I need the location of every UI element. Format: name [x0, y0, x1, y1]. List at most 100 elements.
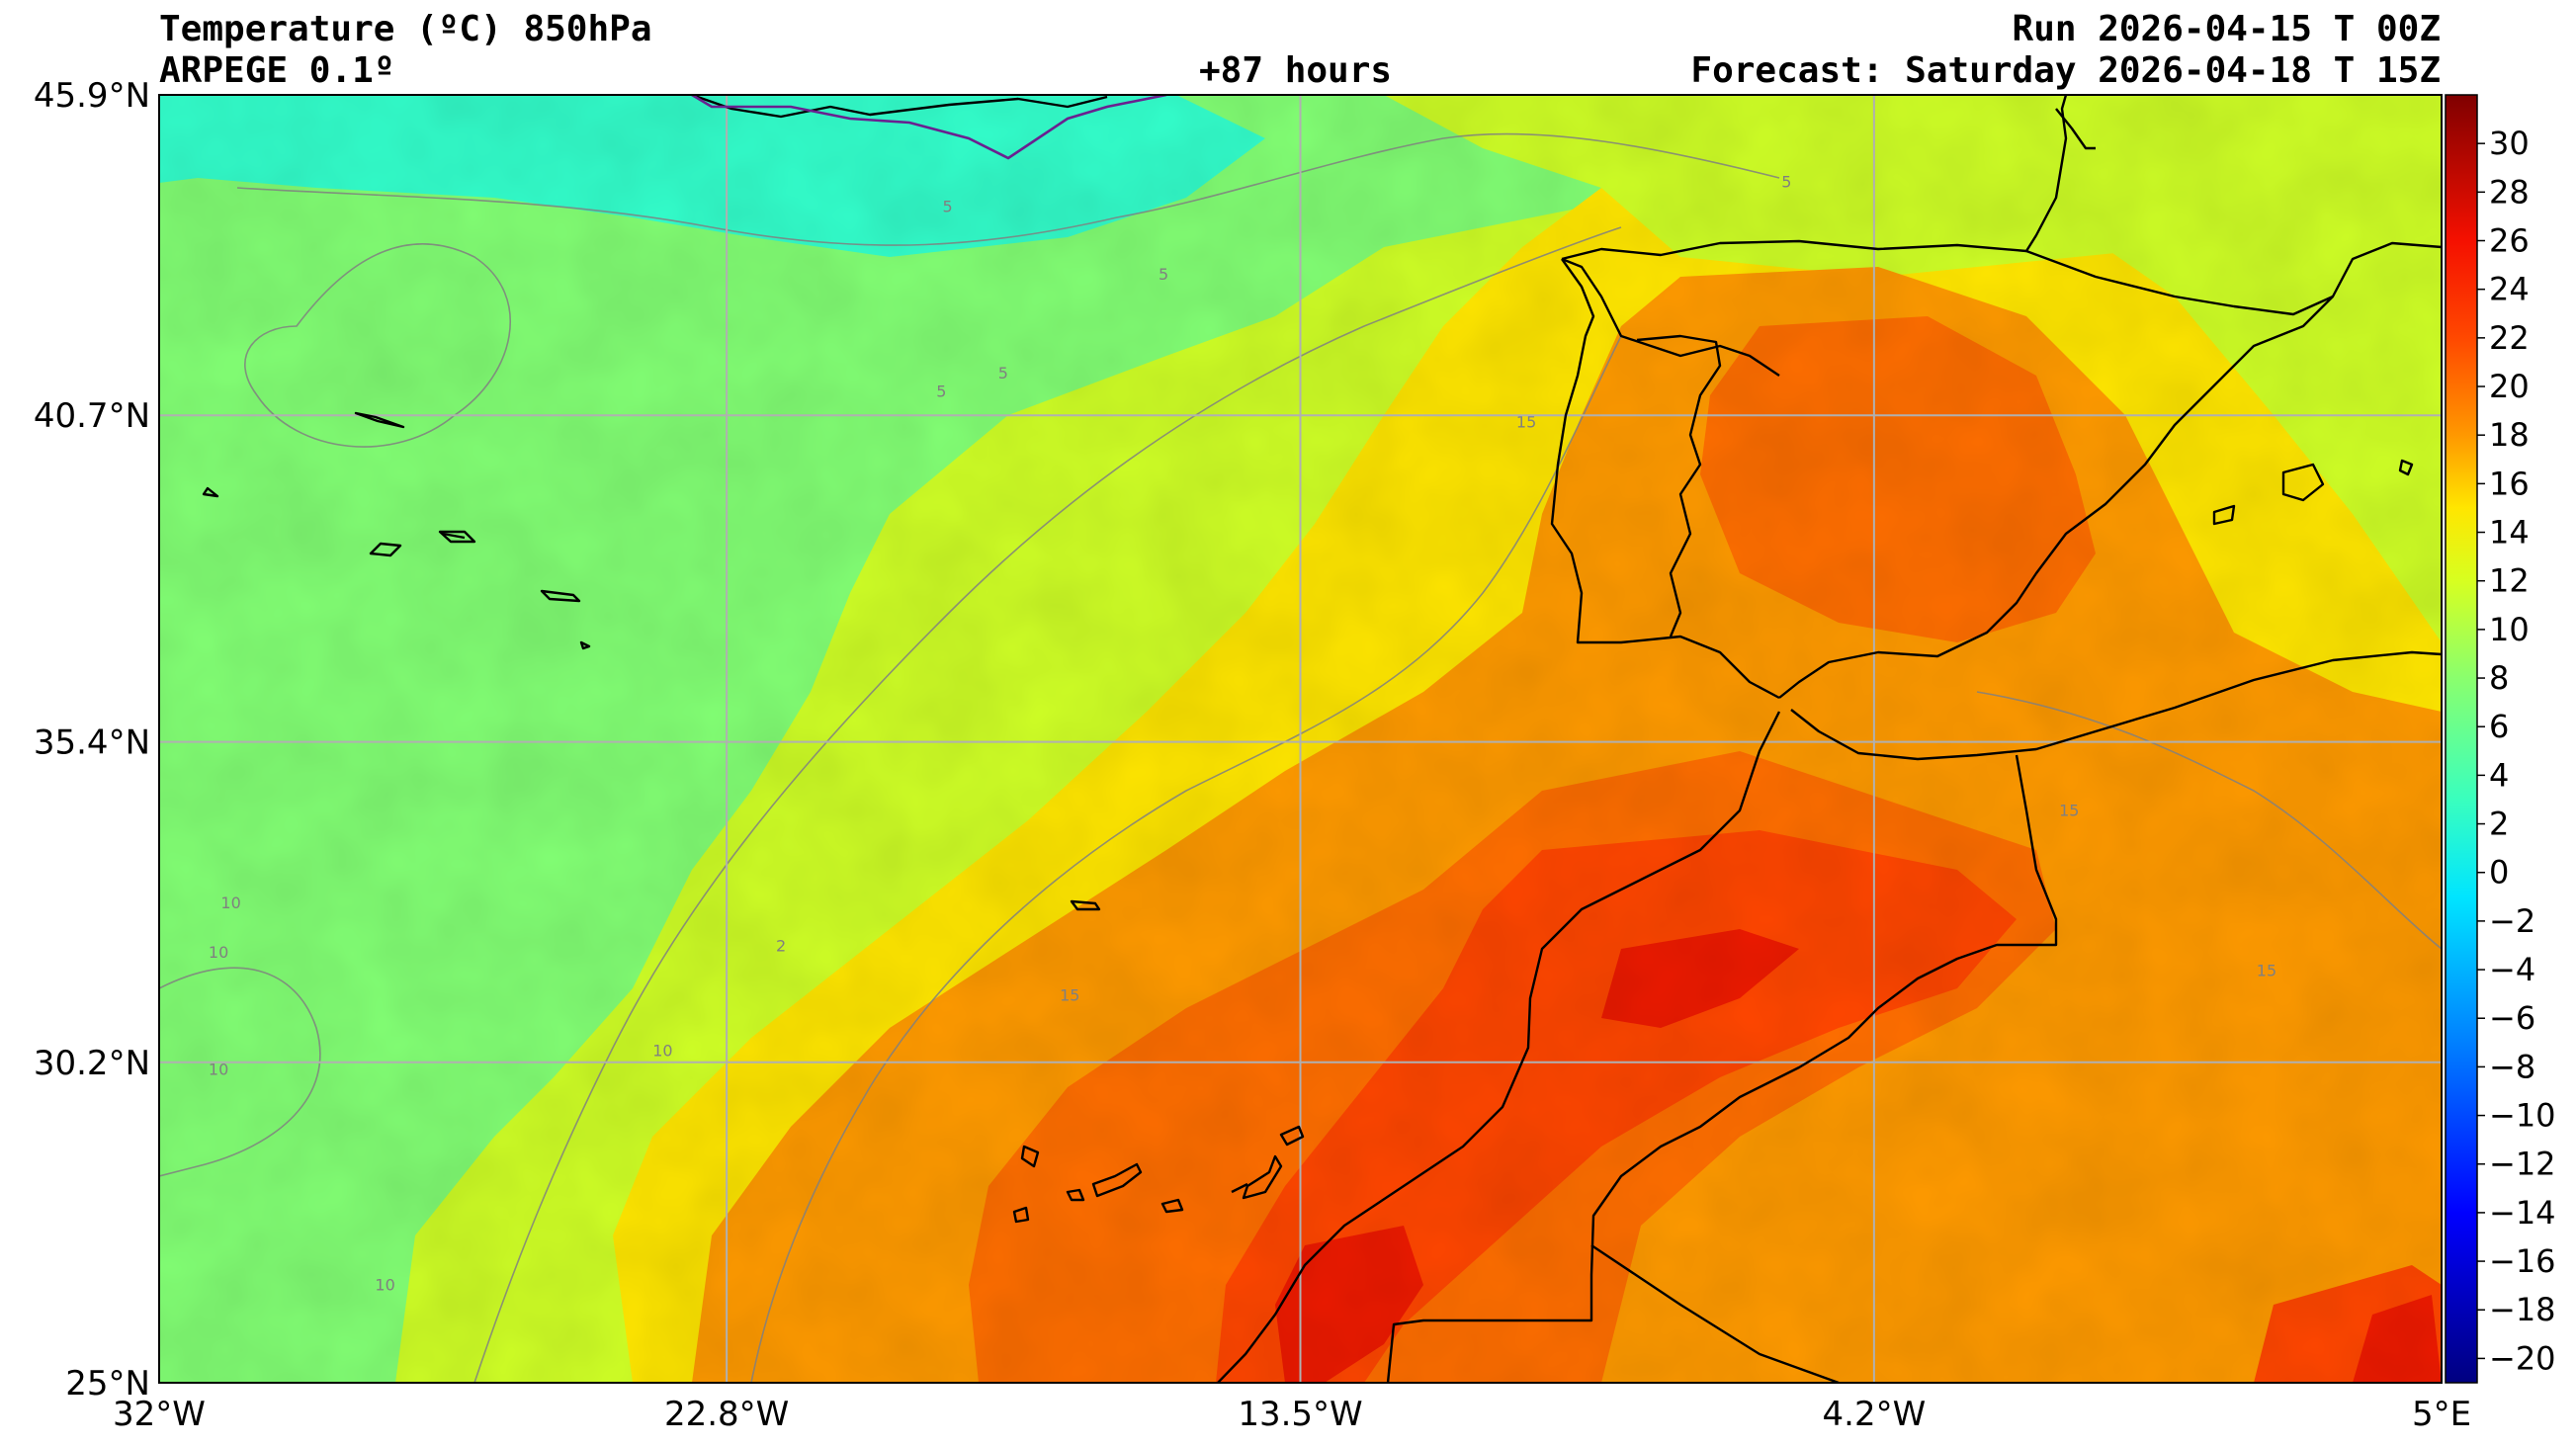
- lat-tick-label-4: 25°N: [65, 1364, 150, 1403]
- coast-canary-1: [1020, 1145, 1040, 1168]
- contour-label-11: 15: [2059, 801, 2079, 819]
- colorbar-tick-label-18: −6: [2489, 999, 2535, 1037]
- coast-zero-contour-purple: [691, 95, 1167, 160]
- coast-canary-8: [1231, 1182, 1248, 1194]
- lon-tick-label-1: 22.8°W: [664, 1395, 789, 1434]
- coast-balearic-mallorca: [2212, 504, 2236, 526]
- colorbar-tick-label-9: 12: [2489, 562, 2530, 600]
- lat-tick-label-0: 45.9°N: [34, 76, 150, 116]
- coastlines: [202, 95, 2442, 1383]
- coast-corsica: [2398, 459, 2414, 476]
- contour-10-sw: [159, 967, 321, 1177]
- colorbar-tick-label-1: 28: [2489, 173, 2530, 211]
- coast-canary-6: [1279, 1125, 1305, 1147]
- contour-5: [236, 132, 1780, 246]
- coast-azores-1: [354, 411, 405, 429]
- colorbar-tick-label-2: 26: [2489, 222, 2530, 260]
- coast-azores-6: [540, 589, 581, 603]
- colorbar-ticks: 302826242220181614121086420−2−4−6−8−10−1…: [2477, 125, 2556, 1377]
- coast-azores-5: [369, 542, 402, 557]
- contour-label-12: 15: [2257, 962, 2276, 980]
- latitude-tick-labels: 45.9°N 40.7°N 35.4°N 30.2°N 25°N: [34, 76, 150, 1403]
- contour-label-6: 10: [209, 943, 228, 962]
- coast-morocco-atlantic: [1217, 711, 1781, 1383]
- coast-canary-7: [1012, 1206, 1030, 1224]
- colorbar: 302826242220181614121086420−2−4−6−8−10−1…: [2445, 94, 2556, 1384]
- contour-label-8: 10: [652, 1042, 672, 1061]
- title-model: ARPEGE 0.1º: [159, 50, 395, 91]
- temperature-field: 5 5 5 5 5 10 10 10 10 10 15 15 15 15 2: [159, 95, 2442, 1383]
- contour-15: [750, 335, 1622, 1383]
- colorbar-tick-label-8: 14: [2489, 514, 2530, 552]
- border-algeria-morocco: [1386, 754, 2058, 1383]
- lat-tick-label-1: 40.7°N: [34, 396, 150, 436]
- colorbar-tick-label-21: −12: [2489, 1146, 2556, 1183]
- coast-canary-5: [1242, 1154, 1283, 1200]
- coast-iberia-south-east: [1778, 296, 2334, 699]
- title-variable: Temperature (ºC) 850hPa: [159, 9, 652, 49]
- colorbar-tick-label-17: −4: [2489, 951, 2535, 988]
- colorbar-tick-label-14: 2: [2489, 806, 2509, 843]
- colorbar-tick-label-22: −14: [2489, 1194, 2556, 1232]
- colorbar-tick-label-0: 30: [2489, 125, 2530, 162]
- coast-north-africa: [1790, 650, 2442, 761]
- colorbar-bar: [2445, 94, 2478, 1384]
- coast-madeira: [1070, 899, 1101, 911]
- coast-azores-2: [438, 530, 476, 544]
- contour-label-10: 15: [1060, 985, 1079, 1004]
- contour-label-4: 5: [1781, 173, 1791, 192]
- contour-label-0: 5: [943, 197, 953, 215]
- colorbar-tick-label-24: −18: [2489, 1291, 2556, 1328]
- colorbar-tick-label-6: 18: [2489, 416, 2530, 454]
- title-run: Run 2026-04-15 T 00Z: [2012, 9, 2441, 49]
- colorbar-tick-label-23: −16: [2489, 1242, 2556, 1280]
- contour-label-1: 5: [1159, 265, 1168, 284]
- coast-azores-7: [579, 640, 591, 650]
- contour-label-13: 15: [1516, 413, 1536, 432]
- lon-tick-label-2: 13.5°W: [1238, 1395, 1362, 1434]
- contour-5-north: [244, 243, 511, 448]
- coast-cantabrian: [1561, 257, 1780, 377]
- coast-iberia-west: [1550, 258, 1780, 700]
- contour-label-14: 2: [776, 937, 786, 956]
- title-lead-time: +87 hours: [1199, 50, 1393, 91]
- border-mauritania: [1590, 1244, 1840, 1383]
- colorbar-tick-label-3: 24: [2489, 271, 2530, 308]
- contour-lines: [159, 132, 2442, 1383]
- contour-label-9: 10: [375, 1275, 394, 1294]
- coast-azores-3: [202, 486, 219, 498]
- coast-france-spain-north: [1561, 95, 2068, 261]
- lat-tick-label-2: 35.4°N: [34, 723, 150, 763]
- lat-tick-label-3: 30.2°N: [34, 1044, 150, 1083]
- colorbar-tick-label-16: −2: [2489, 902, 2535, 940]
- contour-label-2: 5: [936, 382, 946, 400]
- coast-gulf-of-lion: [2025, 241, 2442, 316]
- coast-sardinia: [2281, 463, 2325, 502]
- colorbar-tick-label-15: 0: [2489, 854, 2509, 892]
- colorbar-tick-label-20: −10: [2489, 1097, 2556, 1135]
- coast-azores-4: [442, 532, 466, 540]
- coast-canary-2: [1066, 1188, 1085, 1202]
- colorbar-tick-label-13: 4: [2489, 756, 2509, 794]
- coast-brittany: [2055, 108, 2096, 150]
- colorbar-tick-label-4: 22: [2489, 319, 2530, 357]
- lon-tick-label-0: 32°W: [113, 1395, 206, 1434]
- colorbar-tick-label-7: 16: [2489, 465, 2530, 502]
- contour-label-7: 10: [209, 1060, 228, 1078]
- colorbar-tick-label-5: 20: [2489, 368, 2530, 405]
- contour-labels: 5 5 5 5 5 10 10 10 10 10 15 15 15 15 2: [209, 173, 2276, 1295]
- coast-bay-of-biscay-north: [691, 95, 1108, 119]
- colorbar-tick-label-25: −20: [2489, 1339, 2556, 1377]
- border-spain-portugal: [1636, 334, 1722, 638]
- title-forecast: Forecast: Saturday 2026-04-18 T 15Z: [1690, 50, 2441, 91]
- map-frame: [158, 94, 2443, 1384]
- contour-label-3: 5: [998, 364, 1008, 383]
- colorbar-tick-label-12: 6: [2489, 708, 2509, 745]
- colorbar-tick-label-19: −8: [2489, 1048, 2535, 1085]
- contour-15-east: [1976, 691, 2442, 950]
- lon-tick-label-4: 5°E: [2412, 1395, 2471, 1434]
- contour-label-5: 10: [220, 893, 240, 912]
- coast-canary-4: [1160, 1198, 1184, 1214]
- coast-canary-3: [1091, 1162, 1143, 1198]
- colorbar-tick-label-11: 8: [2489, 659, 2509, 697]
